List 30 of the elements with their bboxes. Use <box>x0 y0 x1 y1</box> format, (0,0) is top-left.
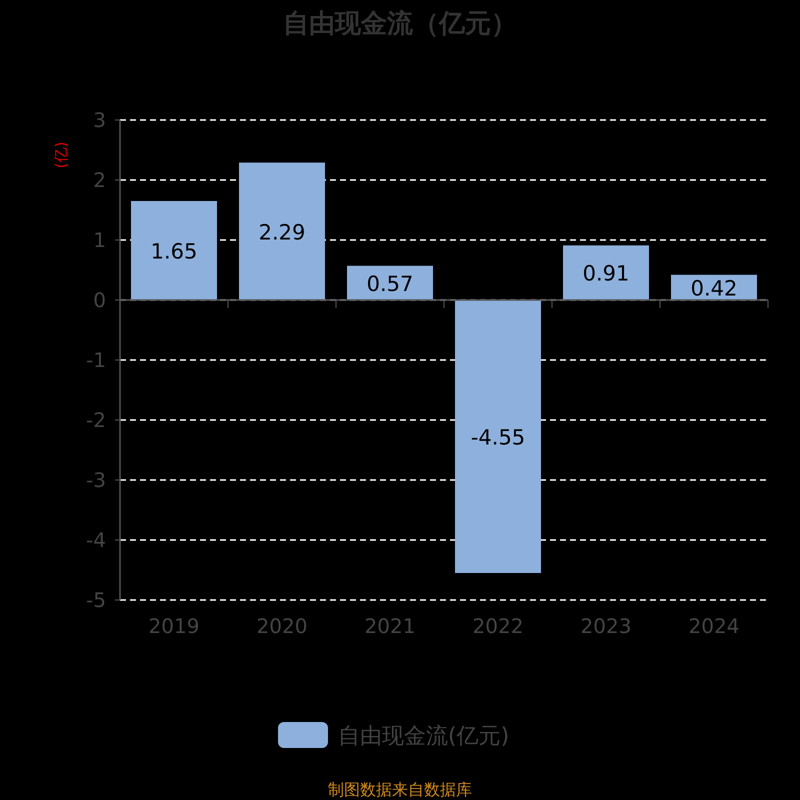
bar <box>239 162 325 300</box>
x-tick-label: 2023 <box>580 614 632 638</box>
x-tick-label: 2021 <box>364 614 416 638</box>
y-tick-label: 2 <box>93 168 106 192</box>
y-tick-label: 1 <box>93 228 106 252</box>
y-axis-title: (亿) <box>52 142 70 168</box>
bar <box>455 300 541 573</box>
data-label: 2.29 <box>258 220 306 244</box>
bar <box>131 201 217 300</box>
data-label: 1.65 <box>150 240 198 264</box>
y-tick-label: -2 <box>86 408 106 432</box>
y-tick-label: -5 <box>86 588 106 612</box>
x-tick-label: 2020 <box>256 614 308 638</box>
data-label: 0.57 <box>366 272 414 296</box>
data-label: 0.42 <box>690 276 738 300</box>
legend-label: 自由现金流(亿元) <box>338 724 510 749</box>
y-tick-label: 3 <box>93 108 106 132</box>
text: 制图数据来自数据库 <box>328 780 472 799</box>
y-tick-label: -1 <box>86 348 106 372</box>
bar <box>347 266 433 300</box>
data-label: 0.91 <box>582 262 630 286</box>
y-tick-label: -3 <box>86 468 106 492</box>
x-tick-label: 2022 <box>472 614 524 638</box>
bar <box>563 245 649 300</box>
x-tick-label: 2024 <box>688 614 740 638</box>
x-tick-label: 2019 <box>148 614 200 638</box>
y-tick-label: 0 <box>93 288 106 312</box>
legend: 自由现金流(亿元) <box>278 722 510 749</box>
y-tick-label: -4 <box>86 528 106 552</box>
data-label: -4.55 <box>470 426 526 450</box>
